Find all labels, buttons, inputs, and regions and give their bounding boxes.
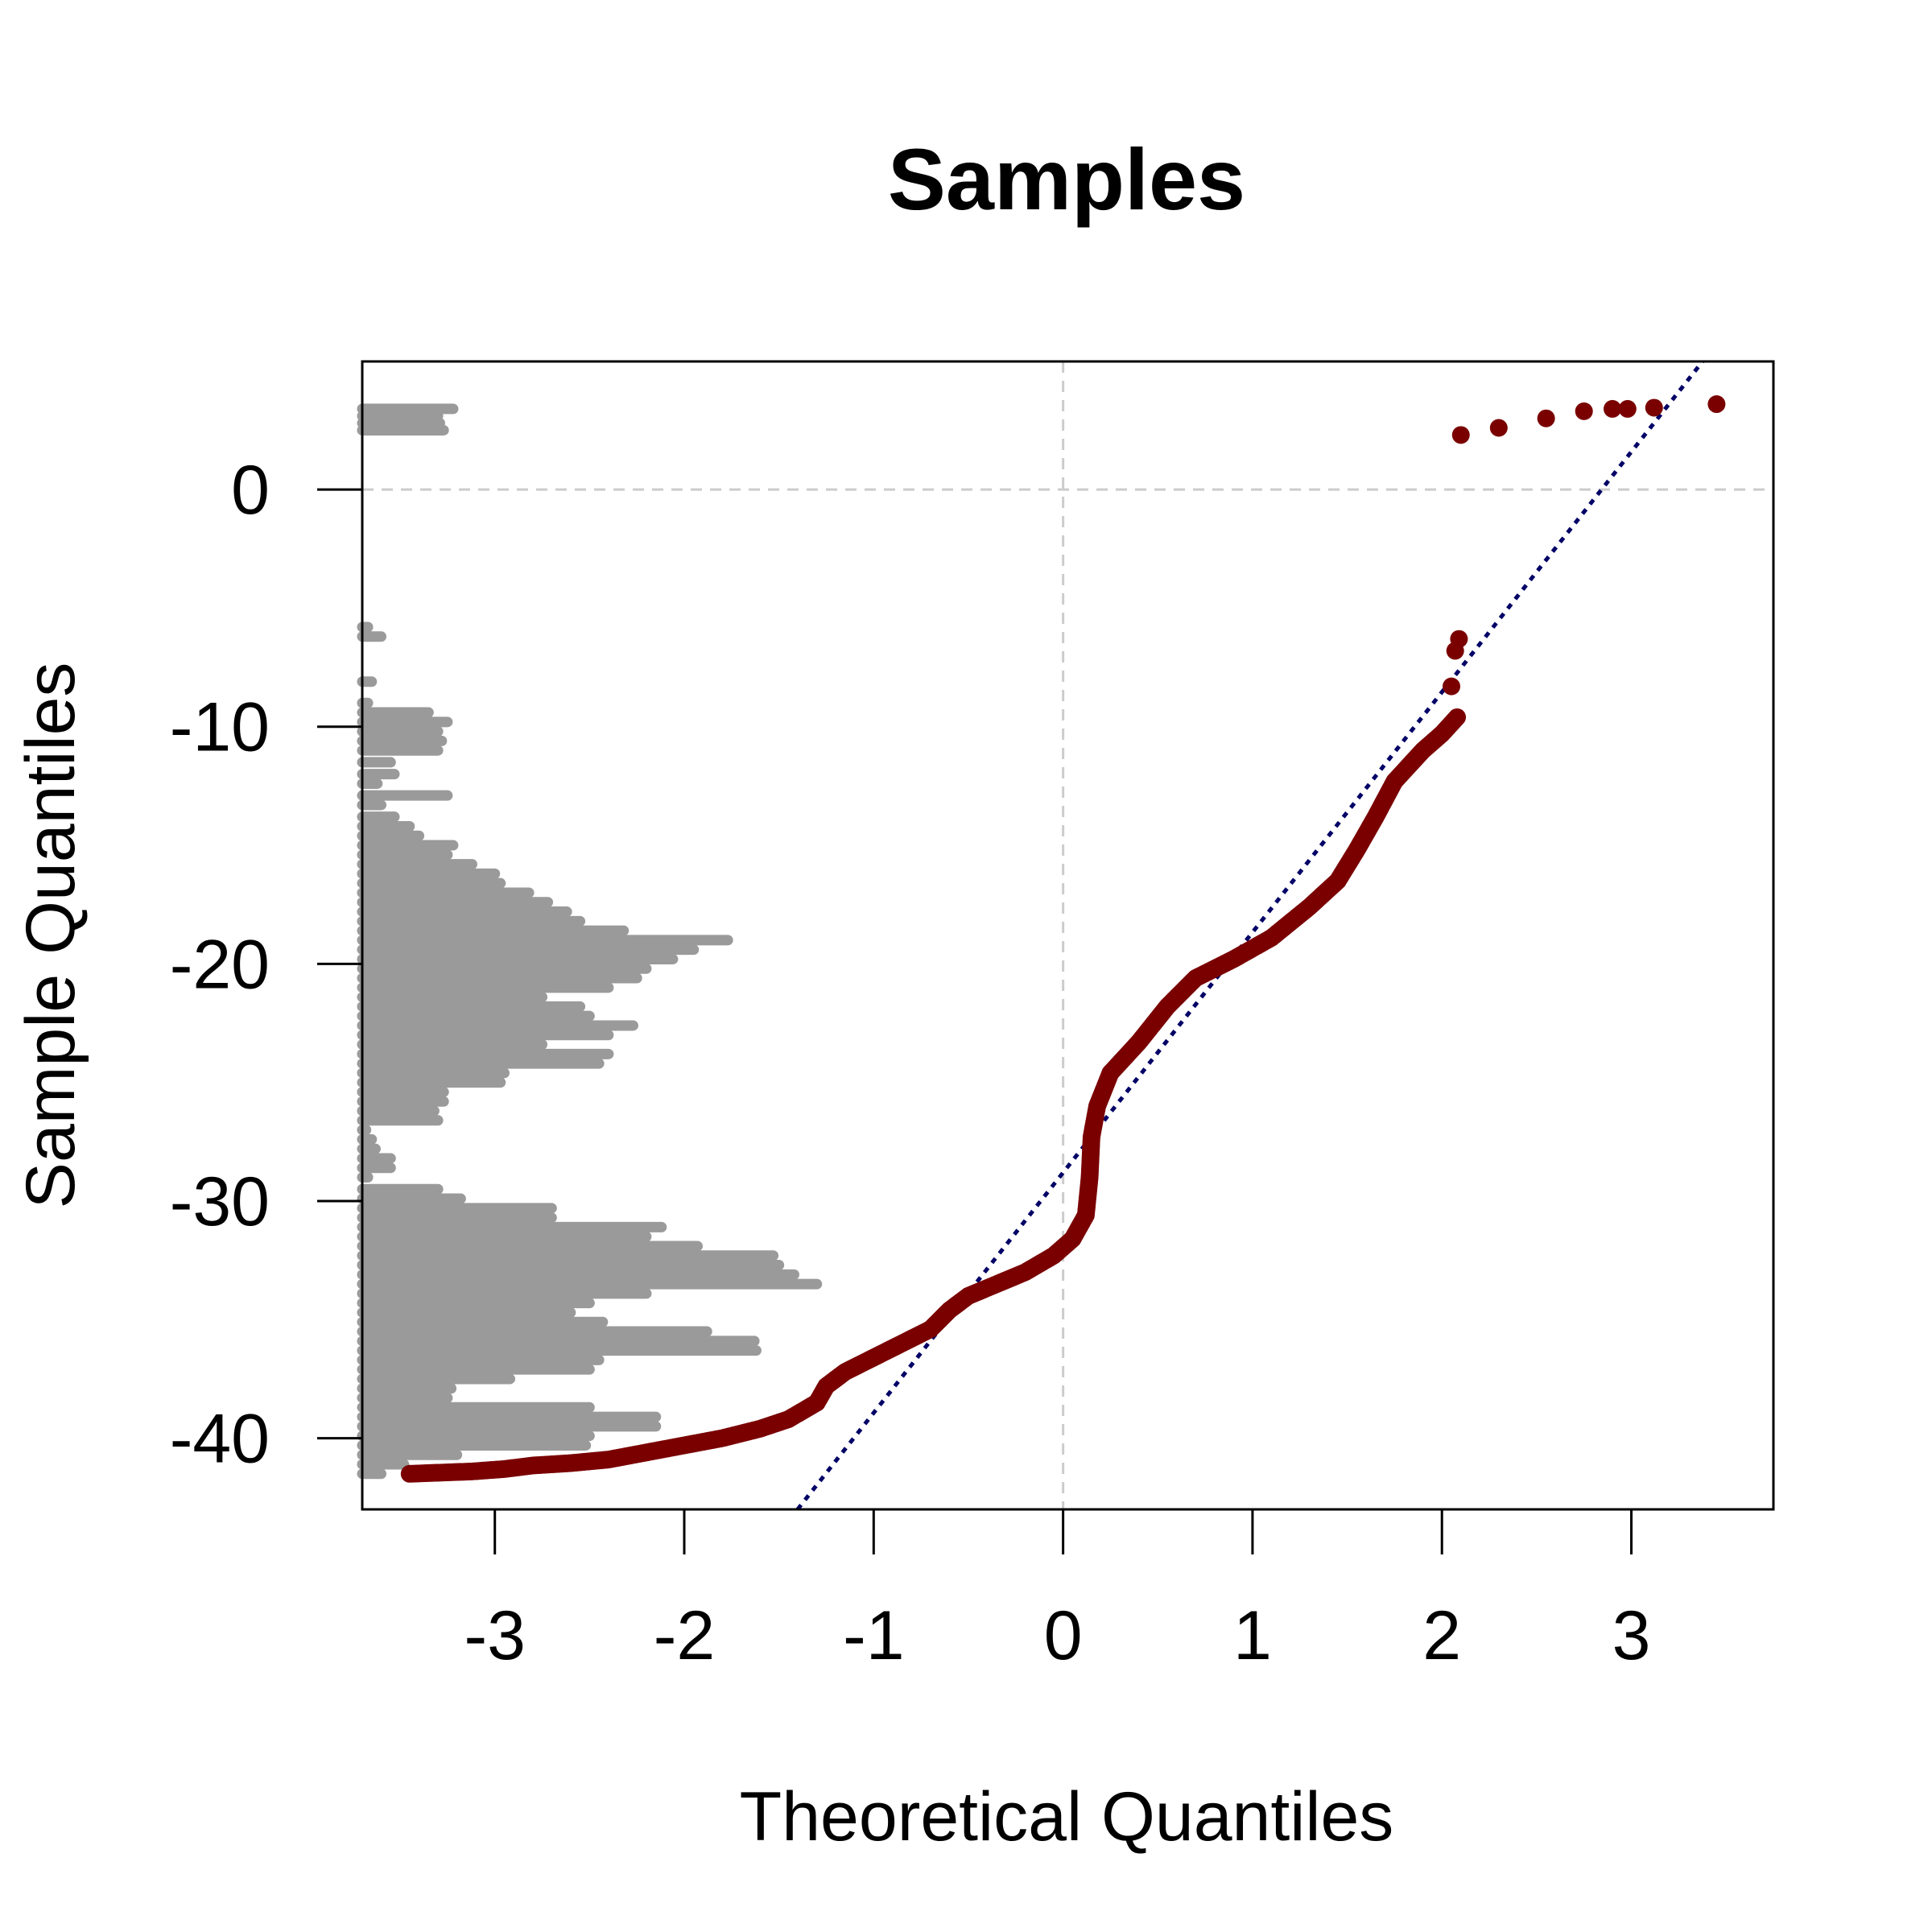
qq-point [1451,426,1470,444]
qq-point [1575,402,1593,420]
qq-point [1603,399,1621,418]
x-tick-label: -3 [464,1597,525,1674]
qq-point [1537,409,1555,427]
x-axis: -3 -2 -1 0 1 2 3 [464,1509,1650,1674]
y-tick-label: -40 [170,1401,270,1478]
x-tick-label: 0 [1044,1597,1083,1674]
gridlines [362,361,1773,1509]
x-tick-label: 3 [1612,1597,1651,1674]
qq-point [1489,419,1508,437]
chart-title: Samples [888,130,1245,228]
y-tick-label: -30 [170,1163,270,1241]
plot-area-frame [361,360,1775,1511]
qq-point [1442,677,1460,696]
x-tick-label: -2 [654,1597,715,1674]
y-axis-title: Sample Quantiles [12,663,89,1209]
y-tick-label: -10 [170,689,270,766]
histogram-layer [357,403,823,1480]
x-tick-label: 2 [1422,1597,1461,1674]
qq-point [1707,395,1726,414]
qq-point [1645,398,1663,417]
qq-point [1448,708,1467,726]
y-tick-label: -20 [170,926,270,1003]
x-tick-label: -1 [843,1597,904,1674]
x-axis-title: Theoretical Quantiles [740,1778,1394,1856]
y-axis: 0 -10 -20 -30 -40 [170,452,362,1478]
qq-point [1618,399,1637,418]
y-tick-label: 0 [231,452,270,529]
x-tick-label: 1 [1233,1597,1272,1674]
qq-points-layer [400,395,1726,1483]
qq-point [1450,630,1468,648]
